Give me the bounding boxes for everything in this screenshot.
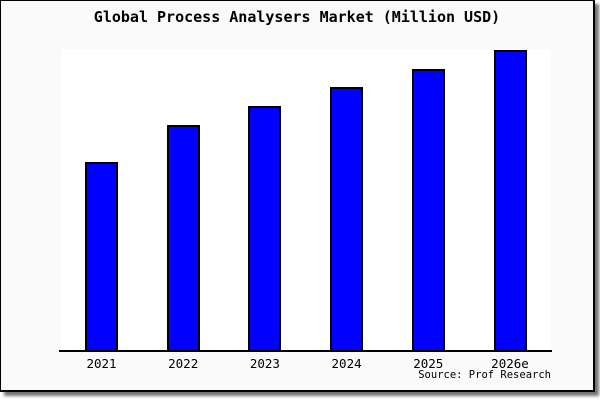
bar-2024 [330, 87, 364, 351]
source-note: Source: Prof Research [418, 369, 551, 381]
x-axis-line [59, 350, 552, 352]
chart-title: Global Process Analysers Market (Million… [93, 8, 501, 26]
plot-area [61, 49, 551, 351]
bar-2022 [166, 125, 200, 351]
x-tick-label-2025: 2025 [413, 356, 444, 371]
bar-2023 [248, 106, 282, 351]
x-tick-label-2023: 2023 [249, 356, 280, 371]
bar-2021 [85, 162, 118, 351]
x-tick-label-2021: 2021 [86, 356, 117, 371]
x-tick-label-2022: 2022 [168, 356, 199, 371]
bar-2025 [411, 69, 445, 351]
x-tick-label-2026e: 2026e [491, 356, 529, 371]
bar-2026e [493, 50, 527, 351]
chart-frame: Global Process Analysers Market (Million… [0, 0, 595, 392]
x-tick-label-2024: 2024 [331, 356, 362, 371]
